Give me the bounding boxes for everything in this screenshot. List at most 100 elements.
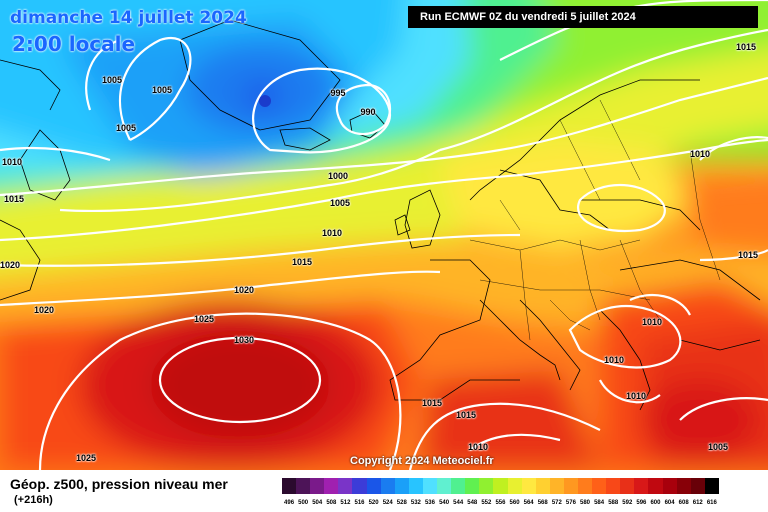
isobar-label: 1005 xyxy=(707,442,729,452)
scale-swatch xyxy=(690,478,705,494)
scale-value: 508 xyxy=(326,500,337,506)
legend-footer: Géop. z500, pression niveau mer (+216h) … xyxy=(0,470,768,512)
scale-swatch xyxy=(577,478,593,494)
scale-swatch xyxy=(394,478,409,494)
isobar-label: 1000 xyxy=(327,171,349,181)
scale-value: 576 xyxy=(565,500,576,506)
scale-swatch xyxy=(296,478,311,494)
isobar-label: 1010 xyxy=(625,391,647,401)
forecast-time: 2:00 locale xyxy=(12,32,136,56)
forecast-range: (+216h) xyxy=(14,494,53,506)
scale-value: 520 xyxy=(368,500,379,506)
isobar-label: 1010 xyxy=(689,149,711,159)
scale-value: 564 xyxy=(523,500,534,506)
scale-value: 500 xyxy=(298,500,309,506)
scale-swatch xyxy=(338,478,353,494)
scale-value: 556 xyxy=(495,500,506,506)
scale-value: 528 xyxy=(396,500,407,506)
scale-value: 612 xyxy=(692,500,703,506)
isobar-label: 1010 xyxy=(641,317,663,327)
scale-swatch xyxy=(380,478,395,494)
scale-swatch xyxy=(648,478,663,494)
scale-swatch xyxy=(422,478,438,494)
scale-swatch xyxy=(704,478,719,494)
geopotential-field xyxy=(0,0,768,470)
scale-swatch xyxy=(521,478,536,494)
scale-swatch xyxy=(310,478,325,494)
scale-swatch xyxy=(324,478,339,494)
borders xyxy=(469,99,721,341)
scale-swatch xyxy=(606,478,621,494)
color-scale-labels: 496 500 504 508 512 516 520 524 528 532 536 540 544 5… xyxy=(282,500,719,506)
scale-swatch xyxy=(352,478,367,494)
scale-swatch xyxy=(479,478,494,494)
scale-swatch xyxy=(451,478,466,494)
scale-value: 536 xyxy=(424,500,435,506)
isobar-label: 1015 xyxy=(735,42,757,52)
scale-value: 608 xyxy=(678,500,689,506)
scale-value: 524 xyxy=(382,500,393,506)
scale-swatch xyxy=(366,478,381,494)
isobar-label: 1010 xyxy=(321,228,343,238)
scale-value: 600 xyxy=(650,500,661,506)
scale-value: 560 xyxy=(509,500,520,506)
isobar-label: 1005 xyxy=(151,85,173,95)
isobar-label: 1005 xyxy=(101,75,123,85)
low-pressure-center xyxy=(259,95,271,107)
scale-value: 540 xyxy=(439,500,450,506)
scale-value: 496 xyxy=(284,500,295,506)
scale-swatch xyxy=(493,478,508,494)
scale-value: 592 xyxy=(622,500,633,506)
isobar-label: 1025 xyxy=(193,314,215,324)
isobar-label: 1025 xyxy=(75,453,97,463)
scale-value: 516 xyxy=(354,500,365,506)
isobar-label: 1020 xyxy=(0,260,21,270)
scale-value: 572 xyxy=(551,500,562,506)
scale-swatch xyxy=(437,478,452,494)
scale-swatch xyxy=(592,478,607,494)
isobar-label: 1015 xyxy=(737,250,759,260)
isobar-label: 1010 xyxy=(1,157,23,167)
map-title: Géop. z500, pression niveau mer xyxy=(10,476,228,492)
isobar-label: 1010 xyxy=(603,355,625,365)
copyright: Copyright 2024 Meteociel.fr xyxy=(350,455,494,467)
scale-swatch xyxy=(535,478,550,494)
isobar-label: 1020 xyxy=(33,305,55,315)
weather-map: dimanche 14 juillet 2024 2:00 locale Run… xyxy=(0,0,768,470)
scale-value: 588 xyxy=(608,500,619,506)
scale-swatch xyxy=(507,478,522,494)
scale-swatch xyxy=(408,478,423,494)
isobar-label: 1015 xyxy=(455,410,477,420)
isobar-label: 1015 xyxy=(421,398,443,408)
scale-value: 604 xyxy=(664,500,675,506)
scale-value: 596 xyxy=(636,500,647,506)
isobar-label: 990 xyxy=(360,107,376,117)
isobar-label: 1010 xyxy=(467,442,489,452)
isobar-label: 995 xyxy=(330,88,346,98)
scale-swatch xyxy=(465,478,480,494)
isobar-label: 1030 xyxy=(233,335,255,345)
scale-value: 548 xyxy=(467,500,478,506)
scale-swatch xyxy=(282,478,297,494)
scale-value: 552 xyxy=(481,500,492,506)
isobars xyxy=(0,0,768,470)
scale-value: 568 xyxy=(537,500,548,506)
scale-swatch xyxy=(563,478,578,494)
scale-swatch xyxy=(662,478,677,494)
color-scale xyxy=(282,478,719,494)
isobar-label: 1020 xyxy=(233,285,255,295)
scale-value: 580 xyxy=(580,500,591,506)
scale-swatch xyxy=(620,478,635,494)
run-info: Run ECMWF 0Z du vendredi 5 juillet 2024 xyxy=(408,6,758,28)
scale-swatch xyxy=(634,478,649,494)
scale-value: 544 xyxy=(453,500,464,506)
forecast-date: dimanche 14 juillet 2024 xyxy=(10,8,247,28)
isobar-label: 1015 xyxy=(3,194,25,204)
scale-value: 616 xyxy=(706,500,717,506)
scale-value: 532 xyxy=(410,500,421,506)
scale-swatch xyxy=(549,478,564,494)
isobar-label: 1015 xyxy=(291,257,313,267)
isobar-label: 1005 xyxy=(115,123,137,133)
isobar-label: 1005 xyxy=(329,198,351,208)
scale-value: 512 xyxy=(340,500,351,506)
